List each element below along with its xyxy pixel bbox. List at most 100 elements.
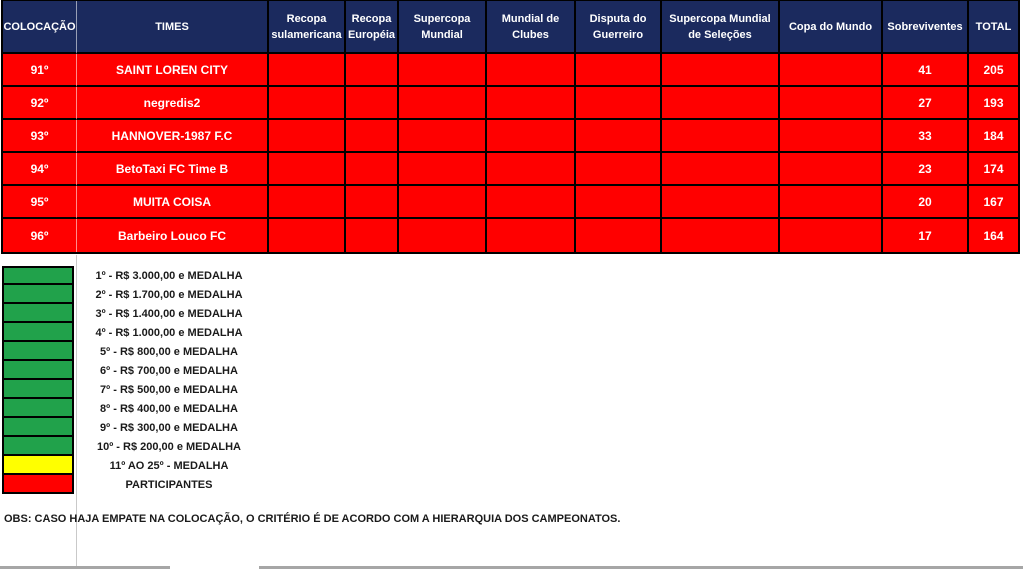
legend-swatch-green[interactable] [2, 359, 74, 380]
cell-recopa_sul[interactable] [269, 120, 346, 153]
cell-copa_mundo[interactable] [780, 87, 883, 120]
legend-swatch-green[interactable] [2, 416, 74, 437]
cell-supercopa_selecoes[interactable] [662, 87, 780, 120]
cell-times[interactable]: BetoTaxi FC Time B [77, 153, 269, 186]
legend-swatch-green[interactable] [2, 340, 74, 361]
header-cell-colocacao[interactable]: COLOCAÇÃO [3, 1, 77, 54]
cell-supercopa_mundial[interactable] [399, 120, 487, 153]
cell-total[interactable]: 167 [969, 186, 1018, 219]
legend-swatch-green[interactable] [2, 321, 74, 342]
cell-mundial_clubes[interactable] [487, 54, 576, 87]
legend-label: 10º - R$ 200,00 e MEDALHA [96, 440, 241, 453]
cell-recopa_sul[interactable] [269, 219, 346, 252]
cell-recopa_eur[interactable] [346, 219, 399, 252]
cell-supercopa_mundial[interactable] [399, 54, 487, 87]
header-cell-sobreviventes[interactable]: Sobreviventes [883, 1, 969, 54]
cell-sobreviventes[interactable]: 20 [883, 186, 969, 219]
header-cell-times[interactable]: TIMES [77, 1, 269, 54]
cell-supercopa_mundial[interactable] [399, 153, 487, 186]
legend-label: 6º - R$ 700,00 e MEDALHA [100, 364, 238, 377]
cell-total[interactable]: 205 [969, 54, 1018, 87]
header-cell-recopa_eur[interactable]: Recopa Européia [346, 1, 399, 54]
header-cell-mundial_clubes[interactable]: Mundial de Clubes [487, 1, 576, 54]
legend-swatch-yellow[interactable] [2, 454, 74, 475]
cell-recopa_eur[interactable] [346, 120, 399, 153]
cell-copa_mundo[interactable] [780, 219, 883, 252]
cell-recopa_eur[interactable] [346, 54, 399, 87]
cell-colocacao[interactable]: 96º [3, 219, 77, 252]
cell-copa_mundo[interactable] [780, 186, 883, 219]
table-row: 91º SAINT LOREN CITY 41 205 [3, 54, 1018, 87]
cell-mundial_clubes[interactable] [487, 153, 576, 186]
legend-swatch-green[interactable] [2, 435, 74, 456]
cell-mundial_clubes[interactable] [487, 120, 576, 153]
cell-times[interactable]: Barbeiro Louco FC [77, 219, 269, 252]
cell-supercopa_mundial[interactable] [399, 219, 487, 252]
cell-disputa_guerreiro[interactable] [576, 54, 662, 87]
ranking-table: COLOCAÇÃO TIMES Recopa sulamericana Recopa … [1, 0, 1020, 254]
cell-times[interactable]: HANNOVER-1987 F.C [77, 120, 269, 153]
cell-recopa_sul[interactable] [269, 186, 346, 219]
cell-times[interactable]: SAINT LOREN CITY [77, 54, 269, 87]
cell-disputa_guerreiro[interactable] [576, 153, 662, 186]
cell-sobreviventes[interactable]: 17 [883, 219, 969, 252]
cell-total[interactable]: 164 [969, 219, 1018, 252]
cell-recopa_eur[interactable] [346, 153, 399, 186]
cell-supercopa_selecoes[interactable] [662, 153, 780, 186]
header-cell-supercopa_selecoes[interactable]: Supercopa Mundial de Seleções [662, 1, 780, 54]
cell-disputa_guerreiro[interactable] [576, 87, 662, 120]
cell-disputa_guerreiro[interactable] [576, 219, 662, 252]
cell-copa_mundo[interactable] [780, 153, 883, 186]
legend-swatch-green[interactable] [2, 397, 74, 418]
cell-recopa_sul[interactable] [269, 153, 346, 186]
legend-swatch-green[interactable] [2, 302, 74, 323]
cell-disputa_guerreiro[interactable] [576, 186, 662, 219]
cell-total[interactable]: 174 [969, 153, 1018, 186]
cell-sobreviventes[interactable]: 27 [883, 87, 969, 120]
cell-total[interactable]: 184 [969, 120, 1018, 153]
cell-recopa_eur[interactable] [346, 87, 399, 120]
cell-colocacao[interactable]: 91º [3, 54, 77, 87]
legend-row: PARTICIPANTES [2, 473, 262, 494]
cell-times[interactable]: negredis2 [77, 87, 269, 120]
cell-colocacao[interactable]: 93º [3, 120, 77, 153]
cell-sobreviventes[interactable]: 23 [883, 153, 969, 186]
legend-swatch-green[interactable] [2, 378, 74, 399]
cell-supercopa_selecoes[interactable] [662, 120, 780, 153]
cell-mundial_clubes[interactable] [487, 219, 576, 252]
header-cell-disputa_guerreiro[interactable]: Disputa do Guerreiro [576, 1, 662, 54]
cell-supercopa_selecoes[interactable] [662, 186, 780, 219]
cell-supercopa_selecoes[interactable] [662, 54, 780, 87]
cell-recopa_eur[interactable] [346, 186, 399, 219]
cell-supercopa_mundial[interactable] [399, 186, 487, 219]
header-cell-copa_mundo[interactable]: Copa do Mundo [780, 1, 883, 54]
cell-recopa_sul[interactable] [269, 87, 346, 120]
cell-colocacao[interactable]: 94º [3, 153, 77, 186]
cell-colocacao[interactable]: 95º [3, 186, 77, 219]
cell-sobreviventes[interactable]: 41 [883, 54, 969, 87]
header-cell-supercopa_mundial[interactable]: Supercopa Mundial [399, 1, 487, 54]
header-cell-recopa_sul[interactable]: Recopa sulamericana [269, 1, 346, 54]
cell-total[interactable]: 193 [969, 87, 1018, 120]
table-row: 93º HANNOVER-1987 F.C 33 184 [3, 120, 1018, 153]
legend-label: 1º - R$ 3.000,00 e MEDALHA [95, 269, 243, 282]
legend-swatch-red[interactable] [2, 473, 74, 494]
cell-sobreviventes[interactable]: 33 [883, 120, 969, 153]
cell-mundial_clubes[interactable] [487, 87, 576, 120]
legend-label: 8º - R$ 400,00 e MEDALHA [100, 402, 238, 415]
prize-legend: 1º - R$ 3.000,00 e MEDALHA 2º - R$ 1.700,… [2, 266, 262, 494]
header-cell-total[interactable]: TOTAL [969, 1, 1018, 54]
cell-colocacao[interactable]: 92º [3, 87, 77, 120]
cell-disputa_guerreiro[interactable] [576, 120, 662, 153]
legend-row: 4º - R$ 1.000,00 e MEDALHA [2, 321, 262, 342]
cell-supercopa_selecoes[interactable] [662, 219, 780, 252]
cell-times[interactable]: MUITA COISA [77, 186, 269, 219]
cell-copa_mundo[interactable] [780, 120, 883, 153]
table-body: 91º SAINT LOREN CITY 41 205 92º negredis2 27 19… [3, 54, 1018, 252]
cell-copa_mundo[interactable] [780, 54, 883, 87]
cell-recopa_sul[interactable] [269, 54, 346, 87]
cell-supercopa_mundial[interactable] [399, 87, 487, 120]
page-break-bar-right [259, 566, 1023, 569]
legend-swatch-green[interactable] [2, 283, 74, 304]
cell-mundial_clubes[interactable] [487, 186, 576, 219]
